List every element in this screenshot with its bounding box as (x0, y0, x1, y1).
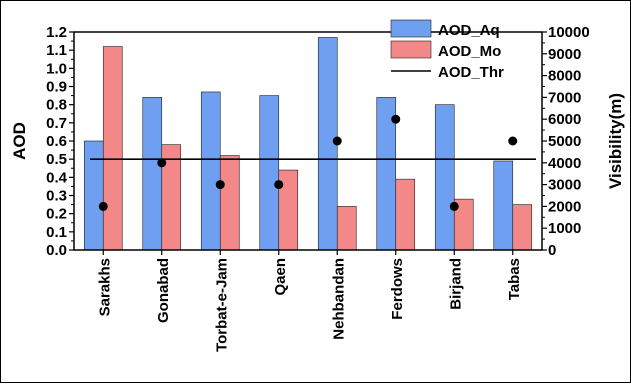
bar-aod-aq-3 (200, 91, 221, 251)
y-tick-label-7: 0.7 (46, 115, 67, 132)
x-tick-label-4: Qaen (272, 258, 289, 296)
x-tick-label-2: Gonabad (155, 258, 172, 323)
x-tick-label-7: Birjand (447, 258, 464, 310)
bar-aod-aq-2 (142, 97, 163, 251)
visibility-point-6 (391, 114, 401, 124)
y-tick-label-11: 1.1 (46, 42, 67, 59)
y2-tick-label-10: 10000 (548, 24, 590, 41)
y-tick-label-6: 0.6 (46, 133, 67, 150)
visibility-point-2 (157, 158, 167, 168)
bar-aod-aq-7 (434, 104, 455, 251)
legend-label-aod-aq: AOD_Aq (438, 22, 500, 39)
bar-aod-mo-6 (395, 178, 416, 251)
visibility-points-group (98, 114, 518, 211)
x-tick-label-1: Sarakhs (96, 258, 113, 316)
visibility-point-8 (508, 136, 518, 146)
y2-tick-label-9: 9000 (548, 46, 581, 63)
y-tick-label-10: 1.0 (46, 60, 67, 77)
visibility-point-1 (98, 201, 108, 211)
y-tick-label-9: 0.9 (46, 79, 67, 96)
bar-aod-aq-1 (83, 140, 104, 251)
bar-aod-aq-8 (493, 160, 514, 251)
x-tick-label-8: Tabas (506, 258, 523, 300)
legend-swatch-aod-aq (390, 19, 432, 38)
legend-label-aod-mo: AOD_Mo (438, 43, 501, 60)
y2-tick-label-3: 3000 (548, 177, 581, 194)
y-tick-label-8: 0.8 (46, 97, 67, 114)
bar-aod-mo-5 (336, 206, 357, 251)
visibility-point-3 (215, 180, 225, 190)
y-tick-label-1: 0.1 (46, 224, 67, 241)
bars-group (83, 37, 533, 251)
y-tick-label-4: 0.4 (46, 169, 68, 186)
y-axis-title: AOD (10, 122, 29, 160)
y-tick-label-2: 0.2 (46, 206, 67, 223)
y2-tick-label-5: 5000 (548, 133, 581, 150)
axes-group: 0.00.10.20.3 0.40.50.60.70.80.9 1.01.11.2 0… (10, 24, 625, 352)
visibility-point-5 (332, 136, 342, 146)
y2-tick-label-1: 1000 (548, 220, 581, 237)
y2-axis-title: Visibility(m) (606, 93, 625, 189)
bar-aod-mo-3 (219, 155, 240, 251)
x-tick-label-6: Ferdows (389, 258, 406, 320)
bar-aod-mo-1 (102, 46, 123, 251)
x-tick-label-5: Nehbandan (330, 258, 347, 340)
legend-label-threshold: AOD_Thr (438, 64, 504, 81)
y-tick-label-3: 0.3 (46, 188, 67, 205)
bar-aod-aq-4 (259, 95, 280, 251)
legend-swatch-aod-mo (390, 40, 432, 59)
y2-tick-label-4: 4000 (548, 155, 581, 172)
visibility-point-7 (449, 201, 459, 211)
y2-tick-label-2: 2000 (548, 198, 581, 215)
y-tick-label-5: 0.5 (46, 151, 67, 168)
y-tick-label-0: 0.0 (46, 242, 67, 259)
y2-tick-label-0: 0 (548, 242, 556, 259)
bar-aod-mo-8 (512, 204, 533, 251)
y-tick-label-12: 1.2 (46, 24, 67, 41)
y2-tick-label-6: 6000 (548, 111, 581, 128)
y2-tick-label-7: 7000 (548, 89, 581, 106)
y2-tick-label-8: 8000 (548, 68, 581, 85)
visibility-point-4 (274, 180, 284, 190)
x-tick-label-3: Torbat-e-Jam (213, 258, 230, 352)
legend: AOD_Aq AOD_Mo AOD_Thr (390, 19, 504, 81)
